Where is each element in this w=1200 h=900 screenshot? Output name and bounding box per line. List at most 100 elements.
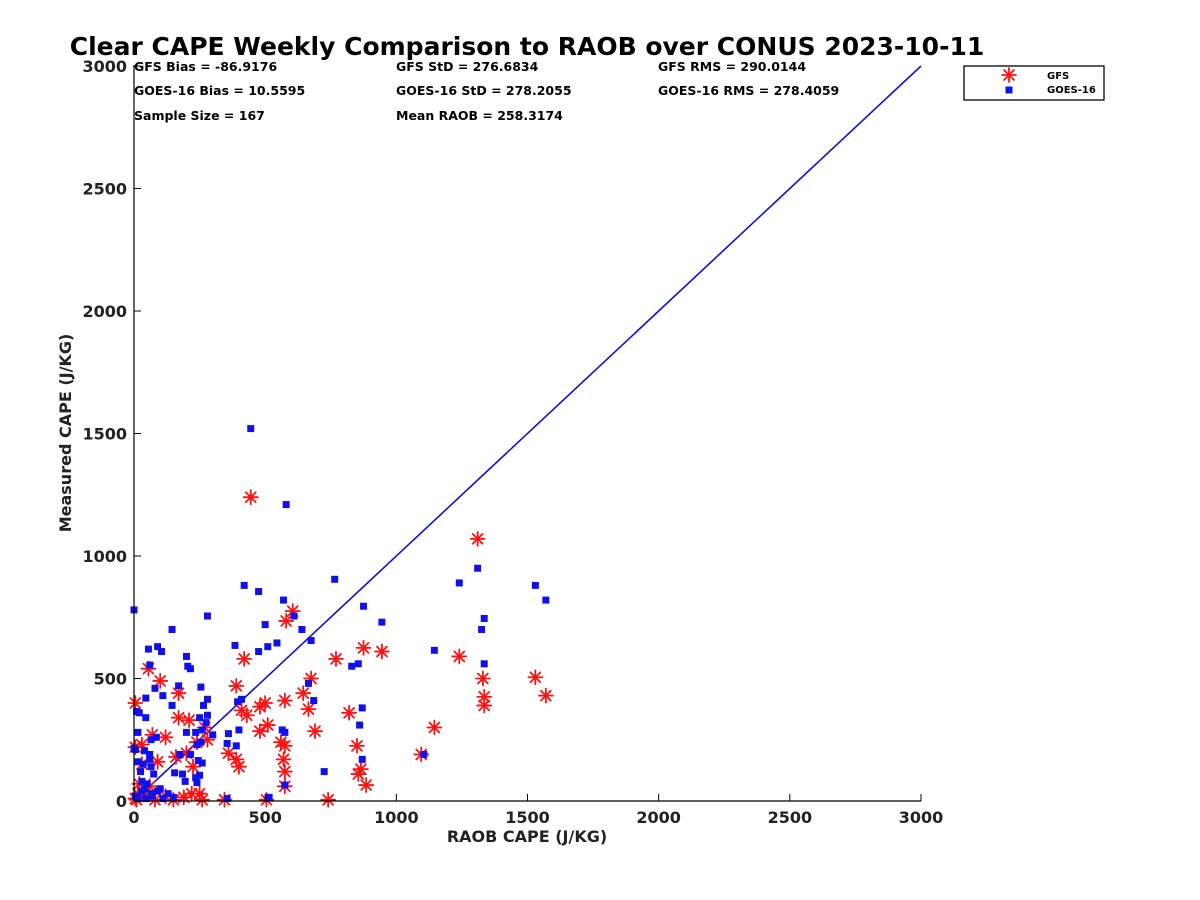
goes16-point (290, 612, 298, 620)
gfs-point (170, 709, 187, 726)
goes16-point (150, 770, 158, 778)
goes16-point (181, 777, 189, 785)
goes16-point (193, 741, 201, 749)
goes16-point (247, 425, 255, 433)
gfs-point (194, 791, 211, 808)
gfs-point (426, 719, 443, 736)
goes16-point (143, 780, 151, 788)
goes16-point (203, 711, 211, 719)
goes16-point (198, 759, 206, 767)
y-tick-label: 0 (116, 792, 127, 811)
goes16-point (186, 750, 194, 758)
gfs-point (307, 723, 323, 740)
goes16-point (154, 643, 162, 651)
goes16-point (358, 704, 366, 712)
goes16-point (378, 618, 386, 626)
goes16-point (480, 660, 488, 668)
goes16-point (197, 738, 205, 746)
goes16-point (232, 742, 240, 750)
y-tick-label: 2500 (82, 180, 127, 199)
goes16-point (147, 763, 155, 771)
gfs-point (252, 698, 268, 715)
stat-text: GOES-16 StD = 278.2055 (396, 83, 572, 98)
stat-text: Mean RAOB = 258.3174 (396, 108, 563, 123)
goes16-point (223, 739, 231, 747)
goes16-point (304, 679, 312, 687)
goes16-point (203, 612, 211, 620)
gfs-point (358, 777, 375, 793)
goes16-point (320, 768, 328, 776)
goes16-point (139, 760, 147, 768)
gfs-point (469, 530, 486, 547)
gfs-point (328, 651, 344, 667)
goes16-point (255, 648, 263, 656)
goes16-point (455, 579, 463, 587)
goes16-point (140, 747, 148, 755)
legend-gfs-label: GFS (1047, 71, 1069, 82)
goes16-point (240, 581, 248, 589)
goes16-point (144, 645, 152, 653)
gfs-point (231, 758, 247, 775)
goes16-point (264, 643, 272, 651)
goes16-point (159, 692, 167, 700)
goes16-point (307, 637, 315, 645)
gfs-point (451, 648, 468, 665)
series-goes16 (130, 425, 550, 803)
goes16-point (203, 695, 211, 703)
goes16-point (348, 662, 356, 670)
goes16-point (478, 626, 486, 633)
one-to-one-line (133, 65, 922, 802)
goes16-point (238, 695, 246, 703)
goes16-point (209, 731, 217, 739)
x-tick-label: 2500 (768, 808, 813, 827)
goes16-point (358, 755, 366, 763)
goes16-point (142, 694, 150, 702)
goes16-point (542, 596, 550, 604)
legend-goes16-square (1005, 86, 1013, 94)
goes16-point (280, 596, 288, 604)
gfs-point (242, 489, 259, 506)
gfs-point (527, 669, 544, 686)
gfs-point (127, 695, 144, 711)
goes16-point (234, 698, 242, 706)
goes16-point (182, 728, 190, 736)
goes16-point (273, 639, 281, 647)
goes16-point (131, 746, 139, 754)
stat-text: GFS StD = 276.6834 (396, 59, 539, 74)
goes16-point (281, 728, 289, 736)
legend-box (963, 65, 1105, 101)
goes16-point (331, 575, 339, 583)
goes16-point (147, 736, 155, 744)
goes16-point (531, 581, 539, 589)
stat-text: Sample Size = 167 (134, 108, 265, 123)
one-to-one-reference-line (133, 65, 922, 802)
gfs-point (278, 613, 295, 629)
goes16-point (193, 779, 201, 787)
gfs-point (175, 789, 192, 806)
goes16-point (196, 714, 204, 722)
goes16-point (200, 701, 208, 709)
chart-title: Clear CAPE Weekly Comparison to RAOB ove… (70, 32, 985, 61)
goes16-point (281, 781, 289, 789)
stat-text: GFS RMS = 290.0144 (658, 59, 806, 74)
goes16-point (354, 660, 362, 668)
goes16-point (420, 750, 428, 758)
y-tick-label: 3000 (82, 57, 127, 76)
goes16-point (480, 614, 488, 622)
goes16-point (194, 757, 202, 765)
goes16-point (146, 755, 154, 763)
gfs-point (341, 704, 358, 721)
gfs-point (475, 670, 491, 687)
goes16-point (176, 750, 184, 758)
goes16-point (152, 733, 160, 741)
gfs-point (220, 745, 237, 762)
data-points (127, 425, 554, 808)
x-tick-label: 2000 (636, 808, 681, 827)
gfs-point (276, 763, 293, 780)
goes16-point (192, 728, 200, 736)
goes16-point (223, 795, 231, 803)
x-axis-ticks: 0 500 1000 1500 2000 2500 3000 (128, 794, 943, 827)
goes16-point (282, 501, 290, 509)
goes16-point (356, 721, 364, 729)
